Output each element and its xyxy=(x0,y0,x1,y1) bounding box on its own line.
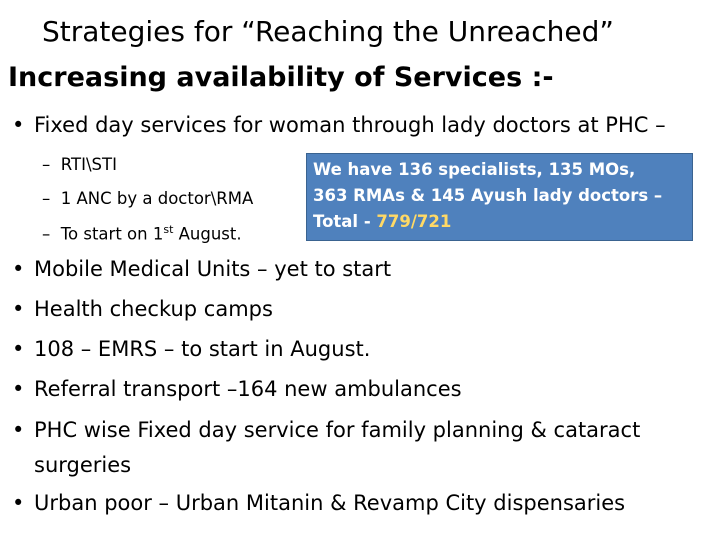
dash-marker: – xyxy=(42,224,51,244)
slide-title-line2: Increasing availability of Services :- xyxy=(8,62,554,93)
sub-bullet-rti-sti-text: RTI\STI xyxy=(60,155,117,174)
dash-marker: – xyxy=(42,155,51,174)
bullet-mobile-medical-units: Mobile Medical Units – yet to start xyxy=(34,257,392,281)
bullet-marker: • xyxy=(12,337,25,361)
bullet-marker: • xyxy=(12,418,25,442)
callout-line1: We have 136 specialists, 135 MOs, xyxy=(313,160,636,179)
doctors-summary-callout: We have 136 specialists, 135 MOs, 363 RM… xyxy=(306,153,693,241)
bullet-marker: • xyxy=(12,377,25,401)
callout-total-label: Total - xyxy=(313,212,377,231)
bullet-referral-transport: Referral transport –164 new ambulances xyxy=(34,377,462,401)
bullet-fixed-day-services: Fixed day services for woman through lad… xyxy=(34,113,666,137)
callout-line2: 363 RMAs & 145 Ayush lady doctors – xyxy=(313,186,663,205)
sub-bullet-anc-text: 1 ANC by a doctor\RMA xyxy=(60,189,254,208)
dash-marker: – xyxy=(42,189,51,208)
start-date-superscript: st xyxy=(163,223,174,236)
sub-bullet-anc: – 1 ANC by a doctor\RMA xyxy=(42,188,253,210)
bullet-marker: • xyxy=(12,297,25,321)
bullet-marker: • xyxy=(12,257,25,281)
slide-title-line1: Strategies for “Reaching the Unreached” xyxy=(42,15,614,48)
sub-bullet-start-date: – To start on 1st August. xyxy=(42,219,242,246)
callout-total-value: 779/721 xyxy=(376,212,452,231)
sub-bullet-rti-sti: – RTI\STI xyxy=(42,154,117,176)
bullet-health-checkup-camps: Health checkup camps xyxy=(34,297,273,321)
callout-line3: Total - 779/721 xyxy=(313,209,692,235)
bullet-phc-fixed-day-service: PHC wise Fixed day service for family pl… xyxy=(34,418,641,442)
start-date-prefix: To start on 1 xyxy=(60,224,164,244)
bullet-108-emrs: 108 – EMRS – to start in August. xyxy=(34,337,371,361)
bullet-marker: • xyxy=(12,113,25,137)
bullet-phc-fixed-day-service-cont: surgeries xyxy=(34,453,132,477)
start-date-suffix: August. xyxy=(173,224,242,244)
bullet-urban-poor: Urban poor – Urban Mitanin & Revamp City… xyxy=(34,491,626,515)
bullet-marker: • xyxy=(12,491,25,515)
